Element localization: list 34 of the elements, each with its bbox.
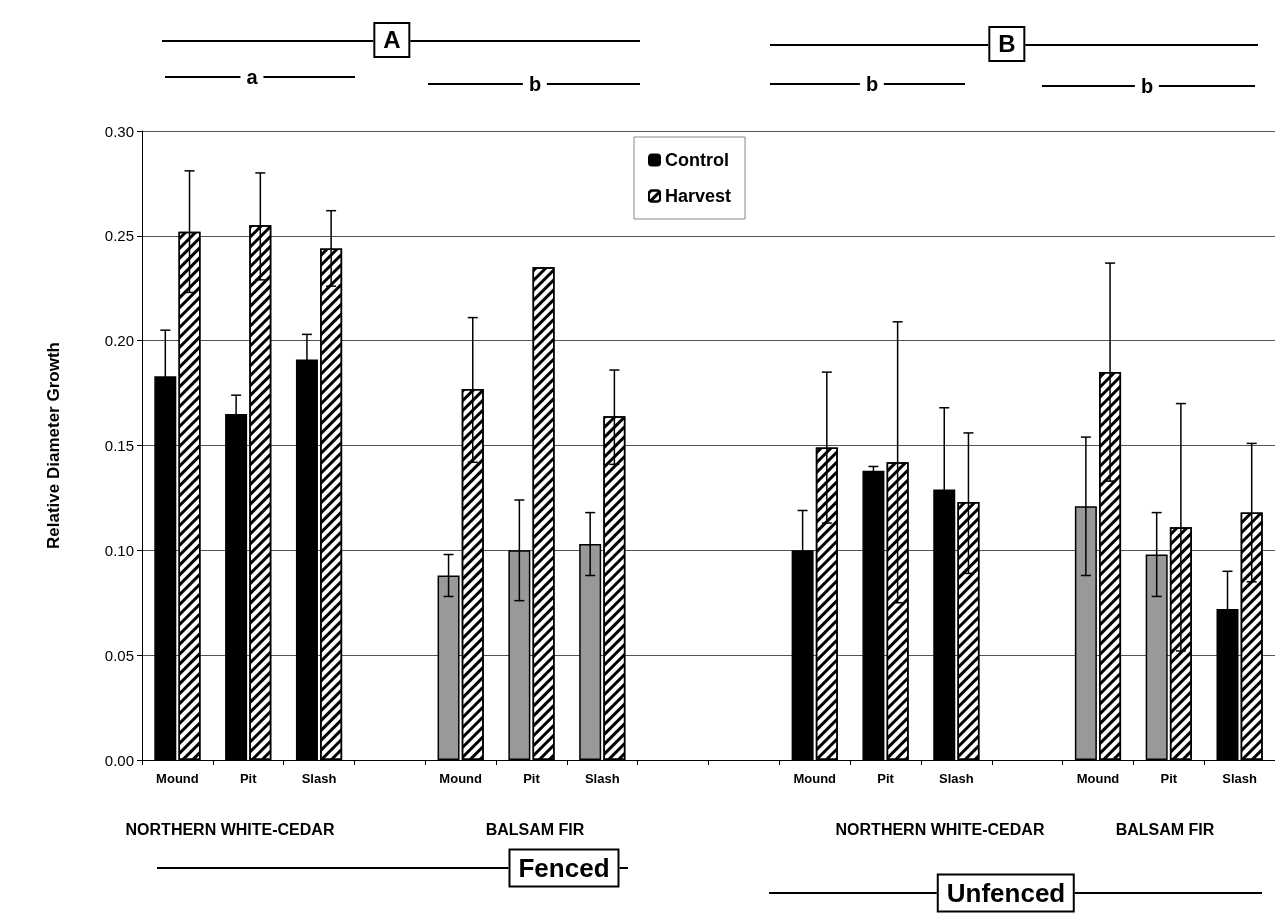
y-tick-label: 0.00	[104, 751, 134, 769]
text: NORTHERN WHITE-CEDAR	[829, 821, 1051, 839]
text: b	[859, 72, 885, 96]
y-tick-label: 0.05	[104, 646, 134, 664]
x-tick-label: Slash	[584, 771, 620, 786]
x-tick-label: Pit	[1160, 771, 1178, 786]
text: b	[1134, 74, 1160, 98]
text: NORTHERN WHITE-CEDAR	[119, 821, 341, 839]
x-tick-label: Slash	[1222, 771, 1257, 786]
text: BALSAM FIR	[479, 821, 591, 839]
x-tick-label: Slash	[301, 771, 337, 786]
text: A	[373, 22, 411, 58]
x-tick-label: Mound	[439, 771, 483, 786]
y-tick-label: 0.30	[104, 122, 134, 140]
x-tick-label: Pit	[523, 771, 541, 786]
legend-label: Harvest	[665, 186, 732, 206]
y-axis-title: Relative Diameter Growth	[44, 342, 63, 549]
y-tick-label: 0.25	[104, 227, 134, 245]
x-tick-label: Mound	[1076, 771, 1120, 786]
y-tick-label: 0.20	[104, 332, 134, 350]
text: B	[988, 26, 1026, 62]
text: b	[522, 72, 548, 96]
x-tick-label: Pit	[239, 771, 258, 786]
x-tick-label: Mound	[156, 771, 199, 786]
y-tick-label: 0.10	[104, 541, 134, 559]
text: Fenced	[508, 848, 620, 888]
text: Unfenced	[936, 873, 1076, 913]
x-tick-label: Mound	[793, 771, 837, 786]
y-tick-label: 0.15	[104, 437, 134, 454]
x-tick-label: Pit	[877, 771, 895, 786]
text: BALSAM FIR	[1109, 821, 1221, 839]
legend-label: Control	[665, 150, 729, 170]
text: a	[240, 65, 264, 89]
x-tick-label: Slash	[939, 771, 974, 786]
